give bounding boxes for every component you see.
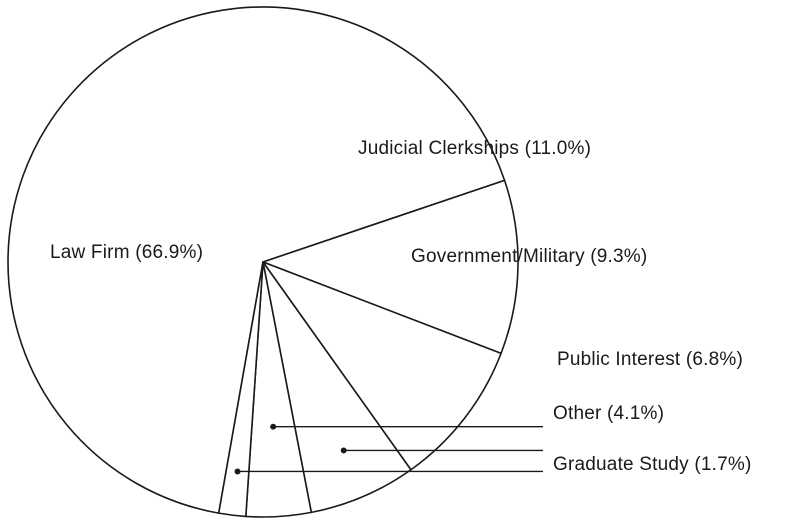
- label-other: Other (4.1%): [553, 403, 664, 424]
- label-graduate-study: Graduate Study (1.7%): [553, 454, 752, 475]
- leader-dot-other: [270, 423, 277, 430]
- label-judicial-clerkships: Judicial Clerkships (11.0%): [358, 138, 591, 159]
- leader-dot-graduate-study: [234, 468, 241, 475]
- slice-government-military: [262, 261, 502, 471]
- label-leaders: [234, 423, 543, 475]
- slice-labels: Law Firm (66.9%) Judicial Clerkships (11…: [50, 138, 752, 475]
- slice-judicial-clerkships: [262, 179, 519, 355]
- label-government-military: Government/Military (9.3%): [411, 246, 647, 267]
- label-public-interest: Public Interest (6.8%): [557, 349, 743, 370]
- slice-law-firm: [7, 6, 506, 514]
- label-law-firm: Law Firm (66.9%): [50, 242, 203, 263]
- pie-slices: [7, 6, 519, 518]
- slice-graduate-study: [217, 261, 264, 518]
- leader-dot-public-interest: [340, 447, 347, 454]
